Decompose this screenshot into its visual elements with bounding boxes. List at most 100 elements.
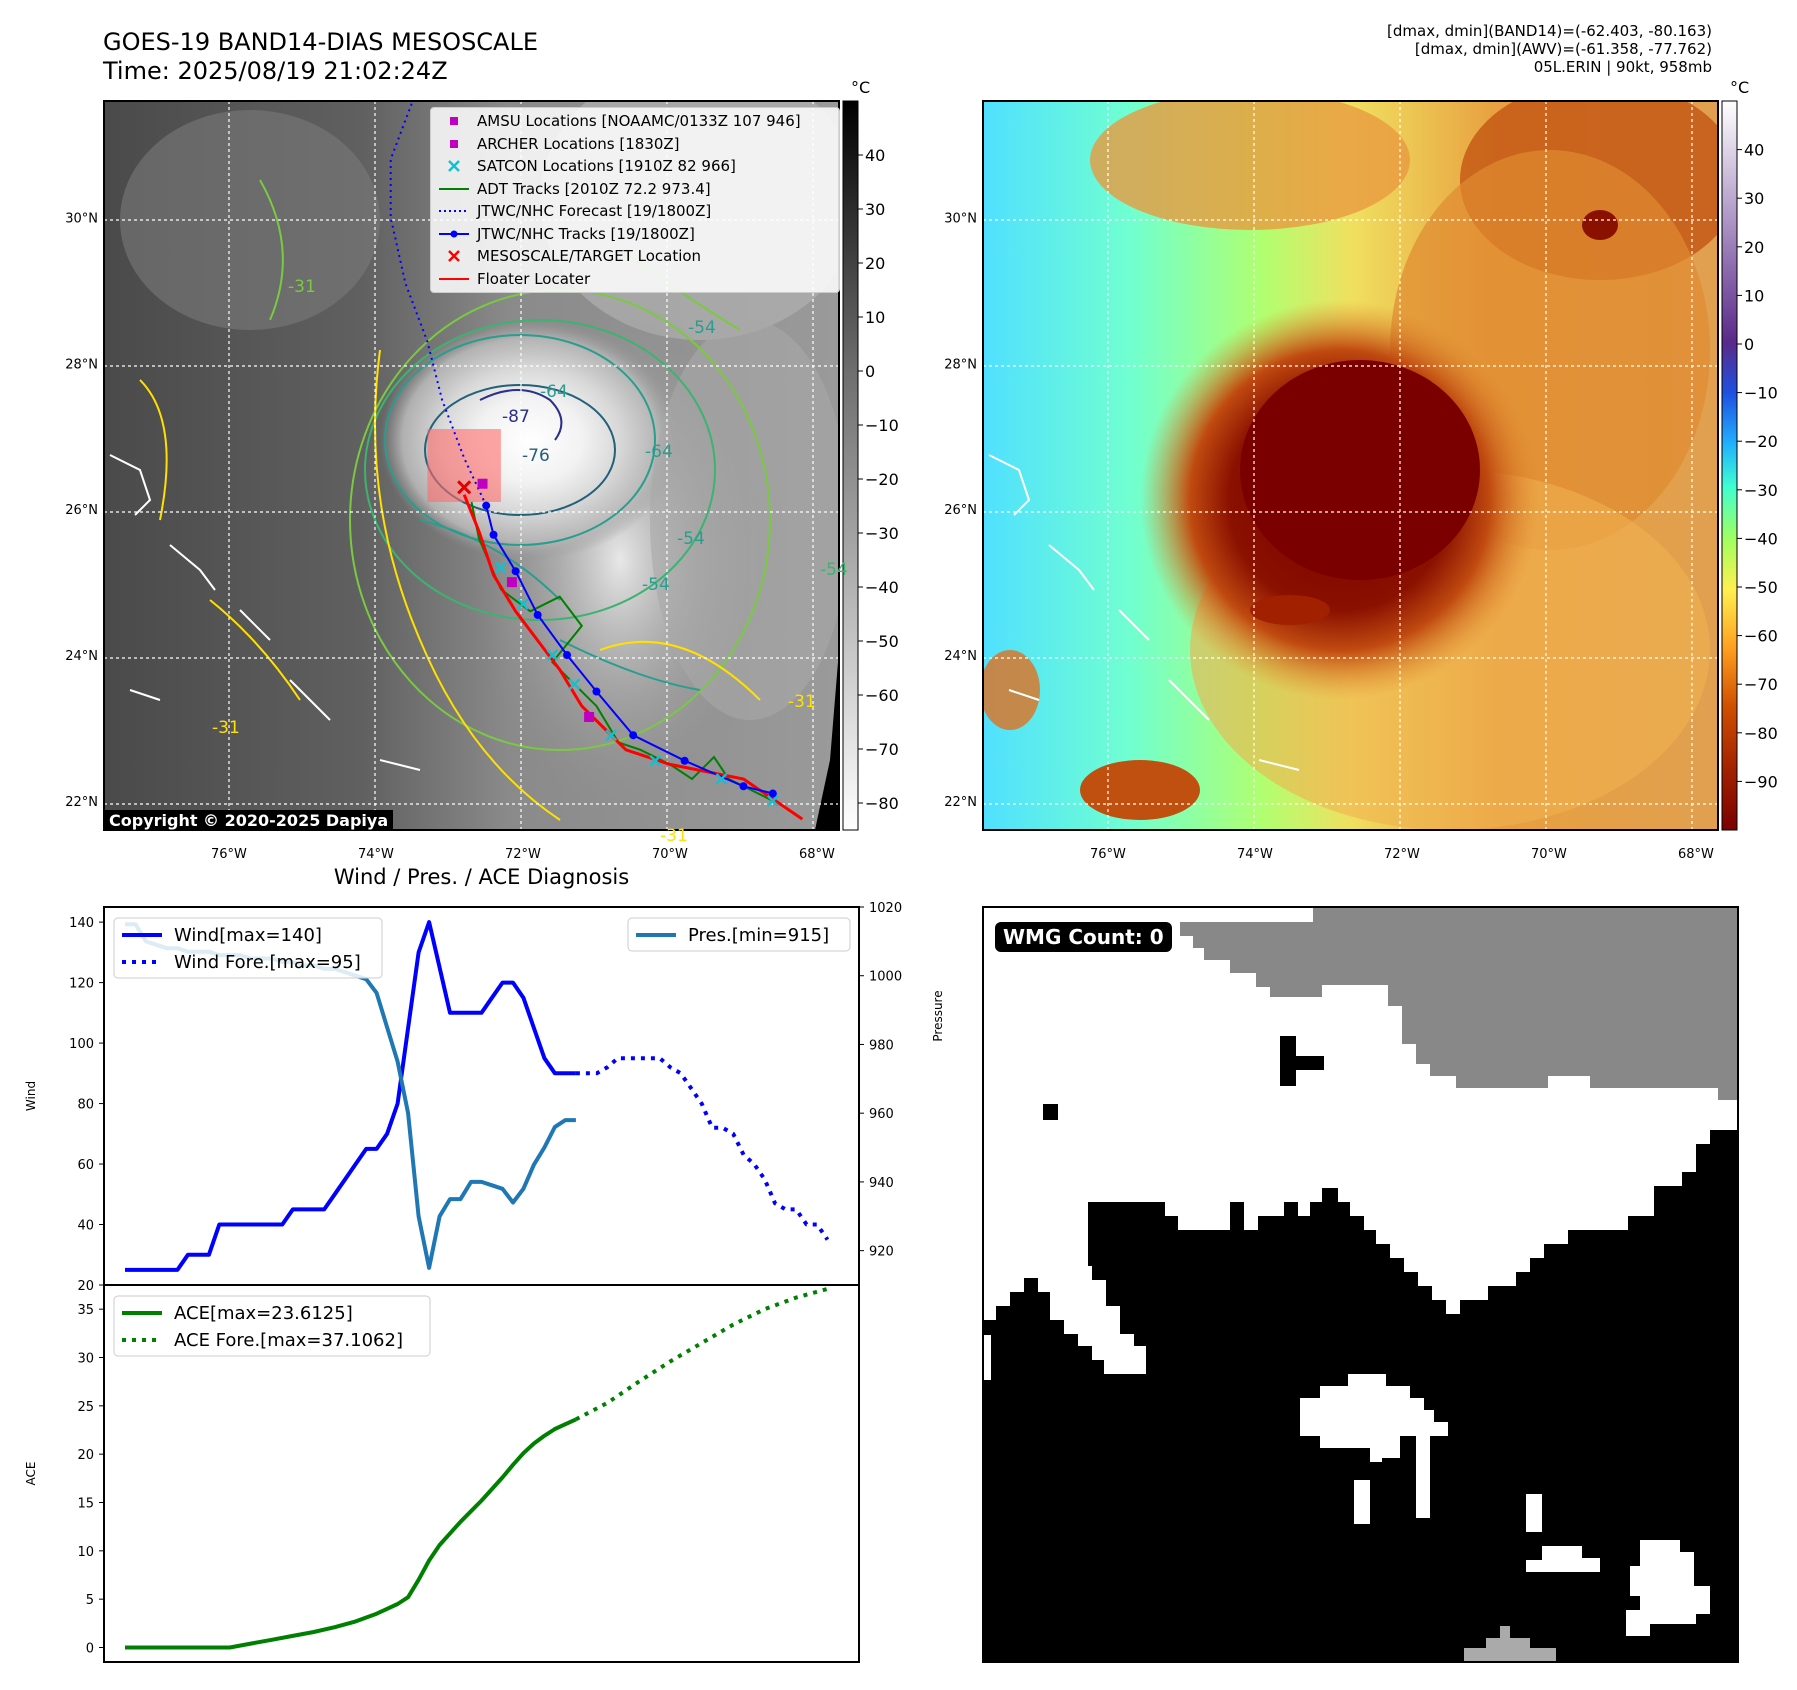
- awv-map-frame: [982, 100, 1719, 831]
- jtwc-point: [768, 789, 777, 798]
- legend-label: ARCHER Locations [1830Z]: [477, 134, 680, 153]
- lon-tick-label: 70°W: [652, 847, 688, 862]
- awv-map-image: [983, 101, 1718, 830]
- archer-point: [506, 577, 517, 588]
- legend-dot: [450, 230, 458, 238]
- colorbar-tick-label: −40: [865, 578, 899, 597]
- info-block: [dmax, dmin](BAND14)=(-62.403, -80.163) …: [1387, 22, 1712, 76]
- wmg-mask-image: [983, 907, 1738, 1662]
- ace-plot: 35 30 25 20 15 10 5 0 ACE ACE[max=23.6125] ACE For…: [24, 1286, 829, 1657]
- track-markers: [457, 478, 779, 807]
- y2-tick-label: 940: [869, 1176, 894, 1191]
- colorbar-tick-label: 30: [865, 200, 885, 219]
- y-tick-label: 140: [69, 916, 94, 931]
- colorbar-unit: °C: [1730, 78, 1749, 97]
- awv-colorbar-ticks: °C 40 30 20 10 0 −10 −20 −30 −40 −50 −60 −70 −80 −90: [1730, 78, 1778, 791]
- legend-item: JTWC/NHC Forecast [19/1800Z]: [437, 200, 833, 223]
- y2-tick-label: 980: [869, 1038, 894, 1053]
- y-tick-label: 100: [69, 1037, 94, 1052]
- colorbar-tick-label: −50: [1744, 578, 1778, 597]
- jtwc-point: [489, 530, 498, 539]
- colorbar-tick-label: −50: [865, 632, 899, 651]
- colorbar-tick-label: −70: [1744, 675, 1778, 694]
- colorbar-tick-label: −40: [1744, 529, 1778, 548]
- y2-tick-label: 1000: [869, 970, 902, 985]
- series-line: [574, 1286, 829, 1422]
- legend-frame: [113, 1295, 431, 1357]
- lat-tick-label: 24°N: [65, 649, 98, 664]
- legend-x: [448, 160, 460, 173]
- lon-tick-label: 76°W: [211, 847, 247, 862]
- awv-colorbar: [1721, 100, 1738, 831]
- legend-label: JTWC/NHC Forecast [19/1800Z]: [477, 202, 712, 220]
- contour-label: -54: [677, 529, 705, 549]
- wind-pres-plot: 140 120 100 80 60 40 20 Wind 1020 1000 980 960 940 92…: [24, 901, 945, 1294]
- colorbar-tick-label: −60: [865, 686, 899, 705]
- colorbar-tick-label: 20: [865, 254, 885, 273]
- target-point: [457, 480, 472, 495]
- lat-tick-label: 30°N: [65, 212, 98, 227]
- y-tick-label: 15: [77, 1497, 94, 1512]
- legend-marker: [439, 210, 469, 213]
- legend-x: [448, 250, 460, 263]
- jtwc-point: [511, 567, 520, 576]
- lon-tick-label: 76°W: [1090, 847, 1126, 862]
- series-line: [125, 920, 576, 1272]
- jtwc-track: [485, 505, 774, 795]
- colorbar-tick-label: −30: [1744, 481, 1778, 500]
- legend-marker: [450, 139, 458, 148]
- target-box: [427, 429, 501, 502]
- awv-coastlines: [988, 454, 1300, 771]
- satcon-point: [495, 561, 507, 574]
- lat-tick-label: 26°N: [944, 503, 977, 518]
- legend-marker: [450, 117, 458, 126]
- ir-map-frame: [103, 100, 840, 831]
- wmg-panel: [982, 906, 1739, 1663]
- y-tick-label: 25: [77, 1400, 94, 1415]
- info-line-1: [dmax, dmin](BAND14)=(-62.403, -80.163): [1387, 22, 1712, 40]
- series-line: [575, 1056, 830, 1241]
- satcon-point: [605, 729, 618, 742]
- colorbar-tick-label: −30: [865, 524, 899, 543]
- colorbar-tick-label: 30: [1744, 189, 1764, 208]
- y2-tick-label: 1020: [869, 901, 902, 916]
- legend-label: Wind Fore.[max=95]: [174, 952, 361, 973]
- ir-colorbar-ticks: °C 40 30 20 10 0 −10 −20 −30 −40 −50 −60 −70 −80: [851, 78, 899, 813]
- colorbar-tick-label: −70: [865, 740, 899, 759]
- jtwc-point: [629, 731, 638, 740]
- contour-label: -54: [688, 318, 716, 338]
- y-tick-label: 60: [77, 1158, 94, 1173]
- y-tick-label: 20: [77, 1448, 94, 1463]
- y2-tick-label: 920: [869, 1245, 894, 1260]
- contour-label: -31: [788, 692, 816, 712]
- lon-tick-label: 72°W: [1384, 847, 1420, 862]
- y2-axis-label: Pressure: [931, 990, 945, 1041]
- legend-label: ACE Fore.[max=37.1062]: [174, 1330, 403, 1351]
- y-tick-label: 20: [77, 1279, 94, 1294]
- legend-item: Floater Locater: [437, 268, 833, 291]
- lon-tick-label: 68°W: [1678, 847, 1714, 862]
- colorbar-tick-label: −20: [865, 470, 899, 489]
- lat-tick-label: 28°N: [944, 357, 977, 372]
- contour-label: -54: [820, 560, 848, 580]
- colorbar-tick-label: 10: [1744, 286, 1764, 305]
- legend-item: AMSU Locations [NOAAMC/0133Z 107 946]: [437, 110, 833, 133]
- colorbar-tick-label: 10: [865, 308, 885, 327]
- y-tick-label: 35: [77, 1303, 94, 1318]
- legend-marker: [439, 277, 469, 280]
- legend-frame: [627, 917, 851, 952]
- diagnosis-title: Wind / Pres. / ACE Diagnosis: [333, 865, 630, 889]
- y-tick-label: 0: [86, 1642, 94, 1657]
- lon-tick-label: 68°W: [799, 847, 835, 862]
- contour-label: -54: [642, 575, 670, 595]
- archer-point: [584, 712, 595, 723]
- info-line-2: [dmax, dmin](AWV)=(-61.358, -77.762): [1414, 40, 1712, 58]
- contour-label: -31: [288, 277, 316, 297]
- contour-label: -76: [522, 446, 550, 466]
- legend-square: [450, 117, 458, 126]
- lat-tick-label: 26°N: [65, 503, 98, 518]
- map-legend: AMSU Locations [NOAAMC/0133Z 107 946] ARC…: [430, 107, 840, 293]
- jtwc-point: [563, 651, 572, 660]
- legend-label: JTWC/NHC Tracks [19/1800Z]: [477, 224, 695, 243]
